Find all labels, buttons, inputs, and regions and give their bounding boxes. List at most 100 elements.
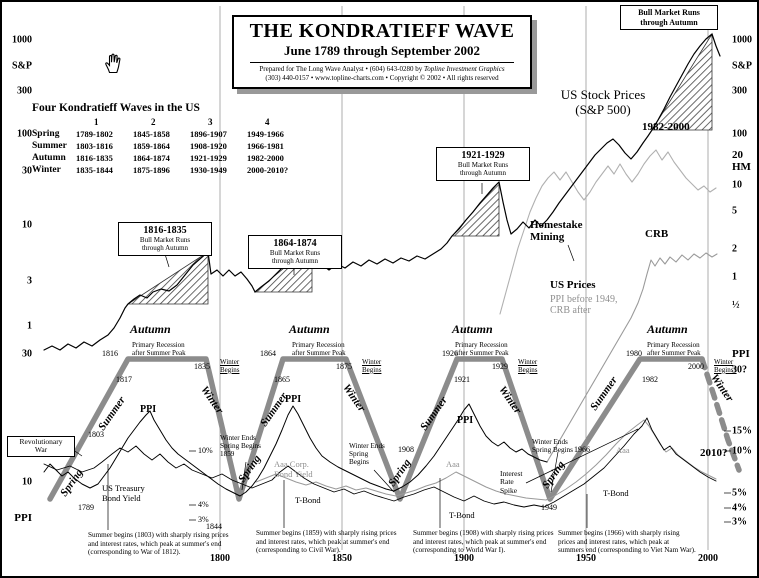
bull-market-box-1921-1929-years: 1921-1929 [461,150,505,161]
waves-cell-autumn-4: 1982-2000 [247,153,284,163]
credit-line-2: (303) 440-0157 • www.topline-charts.com … [265,73,499,82]
connector-line-10 [567,244,575,262]
us-prices-sub: PPI before 1949, CRB after [550,294,618,317]
bull-market-box-1921-1929: 1921-1929 Bull Market Runs through Autumn [436,147,530,181]
x-axis-label-1800: 1800 [210,553,230,564]
aaa-corp-label: Aaa Corp. Bond Yield [274,459,313,479]
kondratieff-wave [47,356,705,502]
left-axis-label-30: 30 [22,165,32,177]
bull-market-box-1816-1835-years: 1816-1835 [143,225,187,236]
right-axis-label-1: 1 [732,271,737,283]
waves-cell-autumn-3: 1921-1929 [190,153,227,163]
waves-header-3: 3 [208,117,213,127]
x-axis-label-1950: 1950 [576,553,596,564]
right-axis-label-100: 100 [732,128,747,140]
year-1865: 1865 [274,375,290,384]
right-axis-label-30?: 30? [732,364,747,376]
us-treasury-label: US Treasury Bond Yield [102,483,145,503]
waves-header-2: 2 [151,117,156,127]
waves-cell-autumn-1: 1816-1835 [76,153,113,163]
company-name: Topline Investment Graphics [423,64,505,73]
aaa-label-1: Aaa [446,459,460,469]
crb-line [546,252,718,463]
right-axis-label-S&P: S&P [732,60,752,72]
pct-left-10: 10% [198,446,213,455]
bull-market-box-1816-1835-text: Bull Market Runs through Autumn [139,236,191,253]
title-box: THE KONDRATIEFF WAVE June 1789 through S… [232,15,532,89]
waves-cell-summer-2: 1859-1864 [133,141,170,151]
season-autumn-4: Autumn [647,322,688,336]
x-axis-label-1900: 1900 [454,553,474,564]
winter-ends-2: Winter Ends Spring Begins [349,442,385,467]
kondratieff-wave-forecast [699,356,742,473]
year-1980: 1980 [626,349,642,358]
left-axis-label-300: 300 [17,85,32,97]
season-autumn-3: Autumn [452,322,493,336]
waves-cell-spring-3: 1896-1907 [190,129,227,139]
winter-begins-3: Winter Begins [518,358,538,374]
bond-yield-line [43,417,717,508]
year-1966: 1966 [574,445,590,454]
left-axis-label-30: 30 [22,348,32,360]
winter-begins-2: Winter Begins [362,358,382,374]
x-axis-label-1850: 1850 [332,553,352,564]
ppi-spike-label-3: PPI [457,415,474,426]
left-axis-label-3: 3 [27,275,32,287]
us-prices-title: US Prices [550,279,596,291]
connector-line-21 [550,451,559,493]
year-1789: 1789 [78,503,94,512]
left-axis-label-1000: 1000 [12,34,32,46]
summer-note-1908: Summer begins (1908) with sharply rising… [413,529,554,555]
aaa-label-2: Aaa [616,445,630,455]
ppi-line [43,403,548,497]
primary-recession-4: Primary Recession after Summer Peak [647,341,701,357]
primary-recession-3: Primary Recession after Summer Peak [455,341,509,357]
left-axis-label-PPI: PPI [14,512,32,524]
waves-row-label-spring: Spring [32,129,60,139]
waves-cell-winter-2: 1875-1896 [133,165,170,175]
right-axis-label-10%: 10% [732,445,752,457]
year-2000: 2000 [688,362,704,371]
connector-line-20 [373,469,395,493]
summer-note-1859: Summer begins (1859) with sharply rising… [256,529,397,555]
right-axis-label-20: 20 [732,149,743,161]
right-axis-label-15%: 15% [732,425,752,437]
waves-cell-winter-4: 2000-2010? [247,165,289,175]
year-1835: 1835 [194,362,210,371]
left-axis-label-S&P: S&P [12,60,32,72]
right-axis-label-10: 10 [732,179,742,191]
year-1875: 1875 [336,362,352,371]
t-bond-label-2: T-Bond [449,510,475,520]
bull-market-triangle-1 [126,251,209,305]
connector-line-1 [164,253,170,268]
left-axis-label-10: 10 [22,476,32,488]
hand-cursor-icon [105,53,121,74]
bull-market-box-1982-2000: Bull Market Runs through Autumn [620,5,718,31]
right-axis-label-½: ½ [732,299,740,311]
chart-title: THE KONDRATIEFF WAVE [249,20,515,42]
year-1949: 1949 [541,503,557,512]
waves-row-label-winter: Winter [32,165,61,175]
bull-market-box-1864-1874-years: 1864-1874 [273,238,317,249]
right-axis-label-5%: 5% [732,487,747,499]
winter-ends-3: Winter Ends Spring Begins [532,438,573,455]
summer-note-1803: Summer begins (1803) with sharply rising… [88,531,229,557]
winter-ends-1: Winter Ends Spring Begins 1859 [220,434,261,459]
waves-header-1: 1 [94,117,99,127]
chart-subtitle: June 1789 through September 2002 [284,43,480,58]
waves-cell-spring-4: 1949-1966 [247,129,284,139]
label-1982-2000: 1982-2000 [642,121,690,133]
right-axis-label-2: 2 [732,243,737,255]
bull-market-box-1864-1874: 1864-1874 Bull Market Runs through Autumn [248,235,342,269]
waves-row-label-autumn: Autumn [32,153,66,163]
waves-cell-summer-1: 1803-1816 [76,141,113,151]
x-axis-label-2000: 2000 [698,553,718,564]
t-bond-label-3: T-Bond [603,488,629,498]
primary-recession-2: Primary Recession after Summer Peak [292,341,346,357]
waves-table-title: Four Kondratieff Waves in the US [32,102,200,114]
year-1982: 1982 [642,375,658,384]
waves-cell-autumn-2: 1864-1874 [133,153,170,163]
right-axis-label-3%: 3% [732,516,747,528]
year-1908: 1908 [398,445,414,454]
